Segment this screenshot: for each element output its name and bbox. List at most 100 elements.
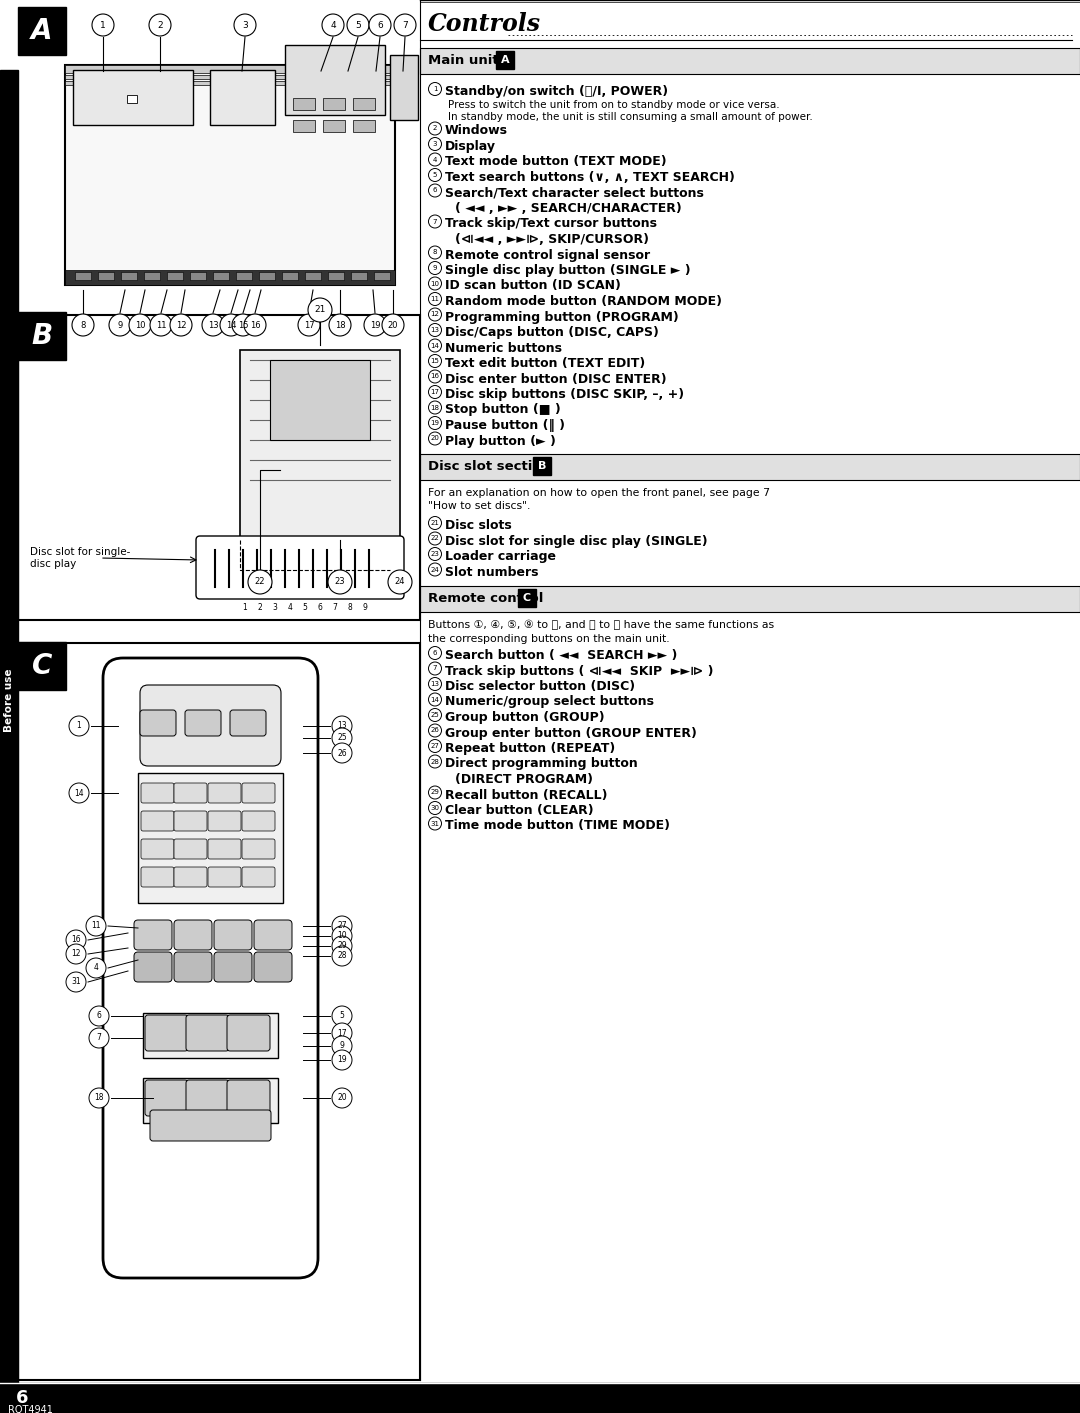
Circle shape (170, 314, 192, 336)
Bar (420, 586, 1080, 612)
Circle shape (89, 1029, 109, 1048)
Circle shape (92, 14, 114, 35)
Text: 25: 25 (431, 712, 440, 718)
Text: 17: 17 (303, 321, 314, 329)
Circle shape (332, 945, 352, 966)
Text: 19: 19 (431, 420, 440, 425)
FancyBboxPatch shape (186, 1015, 229, 1051)
Text: 7: 7 (333, 602, 337, 612)
Text: 19: 19 (369, 321, 380, 329)
Text: 1: 1 (100, 21, 106, 30)
Bar (138, 773, 283, 903)
Text: Disc skip buttons (DISC SKIP, –, +): Disc skip buttons (DISC SKIP, –, +) (445, 389, 684, 401)
Text: 6: 6 (96, 1012, 102, 1020)
Text: 7: 7 (433, 219, 437, 225)
Bar (98, 271, 114, 280)
Bar (210, 71, 275, 124)
Circle shape (332, 728, 352, 747)
Text: C: C (523, 593, 531, 603)
FancyBboxPatch shape (140, 709, 176, 736)
Text: Group enter button (GROUP ENTER): Group enter button (GROUP ENTER) (445, 726, 697, 739)
Text: A: A (501, 55, 510, 65)
Text: In standby mode, the unit is still consuming a small amount of power.: In standby mode, the unit is still consu… (448, 113, 813, 123)
Text: Text mode button (TEXT MODE): Text mode button (TEXT MODE) (445, 155, 666, 168)
Text: Disc slots: Disc slots (445, 519, 512, 533)
Bar (323, 97, 345, 110)
Text: 13: 13 (431, 681, 440, 687)
Text: 16: 16 (71, 935, 81, 944)
Circle shape (308, 298, 332, 322)
Circle shape (332, 1036, 352, 1056)
Text: 3: 3 (433, 141, 437, 147)
Bar (65, 270, 395, 285)
Text: 13: 13 (207, 321, 218, 329)
FancyBboxPatch shape (186, 1080, 229, 1116)
Bar (73, 71, 193, 124)
Text: 9: 9 (363, 602, 367, 612)
Circle shape (332, 716, 352, 736)
Circle shape (149, 14, 171, 35)
Text: 17: 17 (431, 389, 440, 396)
Text: A: A (31, 17, 53, 45)
Bar (323, 120, 345, 131)
FancyBboxPatch shape (227, 1015, 270, 1051)
Bar (240, 350, 400, 540)
Text: 1: 1 (433, 86, 437, 92)
FancyBboxPatch shape (254, 952, 292, 982)
Text: 12: 12 (71, 950, 81, 958)
FancyBboxPatch shape (145, 1015, 188, 1051)
Circle shape (328, 569, 352, 593)
Text: 6: 6 (433, 650, 437, 656)
Text: Text edit button (TEXT EDIT): Text edit button (TEXT EDIT) (445, 357, 645, 370)
Text: Disc enter button (DISC ENTER): Disc enter button (DISC ENTER) (445, 373, 666, 386)
Text: 8: 8 (80, 321, 85, 329)
Text: 23: 23 (335, 578, 346, 586)
Bar (305, 271, 321, 280)
Text: Remote control: Remote control (428, 592, 543, 606)
Text: ( ◄◄ , ►► , SEARCH/CHARACTER): ( ◄◄ , ►► , SEARCH/CHARACTER) (455, 202, 681, 215)
Circle shape (382, 314, 404, 336)
Text: ID scan button (ID SCAN): ID scan button (ID SCAN) (445, 280, 621, 292)
Text: Repeat button (REPEAT): Repeat button (REPEAT) (445, 742, 616, 755)
Text: 19: 19 (337, 1056, 347, 1064)
Text: (⧏◄◄ , ►►⧐, SKIP/CURSOR): (⧏◄◄ , ►►⧐, SKIP/CURSOR) (455, 233, 649, 246)
Circle shape (86, 916, 106, 935)
Circle shape (89, 1006, 109, 1026)
Bar (190, 271, 206, 280)
Text: 29: 29 (431, 790, 440, 796)
Text: 12: 12 (176, 321, 186, 329)
Text: 16: 16 (249, 321, 260, 329)
Text: 27: 27 (431, 743, 440, 749)
Circle shape (234, 14, 256, 35)
Text: 6: 6 (16, 1389, 28, 1407)
Text: Search/Text character select buttons: Search/Text character select buttons (445, 187, 704, 199)
Text: B: B (31, 322, 53, 350)
FancyBboxPatch shape (185, 709, 221, 736)
Text: Text search buttons (∨, ∧, TEXT SEARCH): Text search buttons (∨, ∧, TEXT SEARCH) (445, 171, 734, 184)
FancyBboxPatch shape (242, 868, 275, 887)
FancyBboxPatch shape (254, 920, 292, 950)
Circle shape (69, 783, 89, 803)
Circle shape (109, 314, 131, 336)
Bar (18, 642, 66, 690)
Text: 7: 7 (402, 21, 408, 30)
Circle shape (89, 1088, 109, 1108)
FancyBboxPatch shape (174, 952, 212, 982)
FancyBboxPatch shape (242, 783, 275, 803)
Bar (144, 271, 160, 280)
Text: 27: 27 (337, 921, 347, 931)
Text: 10: 10 (135, 321, 145, 329)
Text: 20: 20 (431, 435, 440, 441)
FancyBboxPatch shape (174, 783, 207, 803)
Text: Recall button (RECALL): Recall button (RECALL) (445, 788, 607, 801)
Text: 17: 17 (337, 1029, 347, 1037)
Circle shape (364, 314, 386, 336)
FancyBboxPatch shape (208, 811, 241, 831)
Text: 15: 15 (238, 321, 248, 329)
Text: Stop button (■ ): Stop button (■ ) (445, 404, 561, 417)
Text: Programming button (PROGRAM): Programming button (PROGRAM) (445, 311, 678, 324)
Text: 11: 11 (91, 921, 100, 931)
Circle shape (220, 314, 242, 336)
FancyBboxPatch shape (195, 536, 404, 599)
Text: C: C (31, 651, 52, 680)
